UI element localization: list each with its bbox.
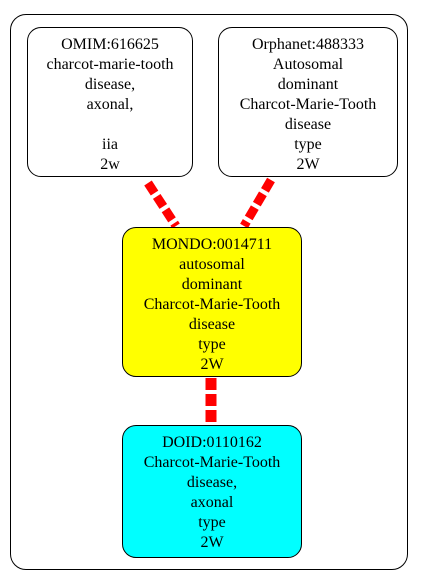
node-mondo-line: dominant	[181, 276, 243, 293]
node-mondo-line: Charcot-Marie-Tooth	[143, 296, 281, 313]
node-doid-line: 2W	[200, 534, 224, 551]
node-omim-line: charcot-marie-tooth	[46, 56, 174, 73]
edge-omim-mondo	[144, 180, 180, 229]
node-doid-line: DOID:0110162	[162, 434, 262, 451]
node-doid[interactable]: DOID:0110162 Charcot-Marie-Tooth disease, a…	[122, 425, 302, 558]
node-orphanet-line: 2W	[296, 156, 320, 173]
node-orphanet-line: Orphanet:488333	[252, 36, 364, 53]
node-orphanet-line: Autosomal	[272, 56, 344, 73]
node-omim-line: axonal,	[86, 96, 134, 113]
node-orphanet-line: dominant	[277, 76, 339, 93]
node-orphanet-line: type	[294, 136, 322, 153]
node-orphanet-line: disease	[284, 116, 332, 133]
edge-omim-mondo-line	[144, 180, 180, 229]
node-doid-line: Charcot-Marie-Tooth	[143, 454, 281, 471]
node-orphanet[interactable]: Orphanet:488333 Autosomal dominant Charcot-…	[218, 27, 398, 177]
node-mondo-line: autosomal	[179, 256, 245, 273]
cluster-border	[10, 14, 408, 570]
node-mondo-line: 2W	[200, 356, 224, 373]
node-omim-line: iia	[102, 136, 118, 153]
node-doid-line: type	[198, 514, 226, 531]
node-orphanet-line: Charcot-Marie-Tooth	[239, 96, 377, 113]
node-omim-line: OMIM:616625	[61, 36, 159, 53]
node-mondo[interactable]: MONDO:0014711 autosomal dominant Charcot-Ma…	[122, 227, 302, 377]
node-omim[interactable]: OMIM:616625 charcot-marie-tooth disease, ax…	[27, 27, 193, 177]
node-doid-line: disease,	[186, 474, 238, 491]
edge-orphanet-mondo-line	[240, 177, 275, 229]
node-omim-line: 2w	[100, 156, 120, 173]
edge-orphanet-mondo	[240, 177, 275, 229]
node-mondo-line: MONDO:0014711	[151, 236, 273, 253]
node-mondo-line: disease	[188, 316, 236, 333]
node-doid-line: axonal	[190, 494, 234, 511]
node-omim-line: disease,	[84, 76, 136, 93]
node-mondo-line: type	[198, 336, 226, 353]
